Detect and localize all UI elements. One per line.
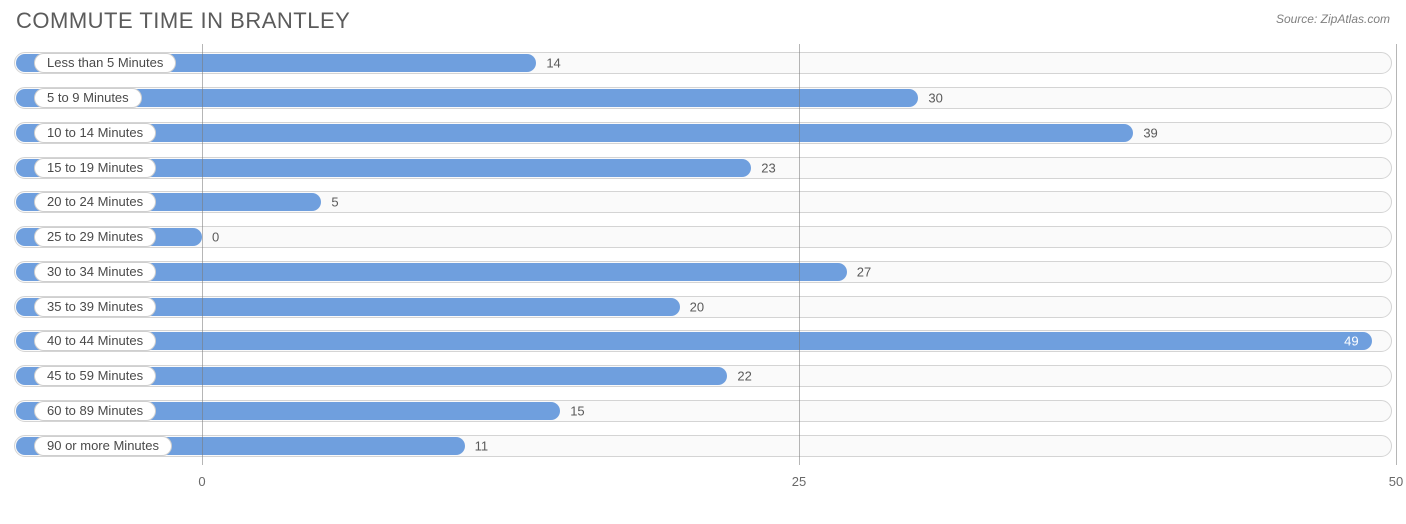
chart-title: Commute Time in Brantley [16,8,350,34]
bar-row: 90 or more Minutes 11 [10,433,1396,459]
bar-value-label: 15 [570,403,584,418]
x-axis-tick-label: 0 [198,474,205,489]
bar-fill [16,89,918,107]
x-axis-tick-label: 50 [1389,474,1403,489]
bar-row: 20 to 24 Minutes 5 [10,189,1396,215]
bar-value-label: 0 [212,230,219,245]
bar-value-label: 27 [857,264,871,279]
bar-value-label: 39 [1143,125,1157,140]
bar-fill [16,332,1372,350]
bar-row: Less than 5 Minutes 14 [10,50,1396,76]
bar-row: 40 to 44 Minutes 49 [10,328,1396,354]
grid-line [1396,44,1397,465]
bar-row: 15 to 19 Minutes 23 [10,155,1396,181]
grid-line [799,44,800,465]
category-pill: 40 to 44 Minutes [34,331,156,351]
bar-value-label: 49 [1344,334,1358,349]
category-pill: 15 to 19 Minutes [34,158,156,178]
category-pill: 30 to 34 Minutes [34,262,156,282]
category-pill: 10 to 14 Minutes [34,123,156,143]
chart-plot-area: Less than 5 Minutes 14 5 to 9 Minutes 30 10 … [10,44,1396,489]
bar-value-label: 30 [928,91,942,106]
bar-row: 45 to 59 Minutes 22 [10,363,1396,389]
bar-row: 5 to 9 Minutes 30 [10,85,1396,111]
bar-value-label: 11 [475,438,489,453]
bar-value-label: 14 [546,56,560,71]
chart-source: Source: ZipAtlas.com [1276,8,1390,26]
bar-row: 60 to 89 Minutes 15 [10,398,1396,424]
bar-value-label: 22 [737,369,751,384]
bar-value-label: 5 [331,195,338,210]
category-pill: 25 to 29 Minutes [34,227,156,247]
bar-value-label: 20 [690,299,704,314]
bar-row: 25 to 29 Minutes 0 [10,224,1396,250]
bar-row: 30 to 34 Minutes 27 [10,259,1396,285]
category-pill: 60 to 89 Minutes [34,401,156,421]
chart-bars-group: Less than 5 Minutes 14 5 to 9 Minutes 30 10 … [10,44,1396,465]
category-pill: 20 to 24 Minutes [34,192,156,212]
chart-header: Commute Time in Brantley Source: ZipAtla… [10,8,1396,44]
category-pill: 35 to 39 Minutes [34,297,156,317]
category-pill: 45 to 59 Minutes [34,366,156,386]
chart-container: Commute Time in Brantley Source: ZipAtla… [0,0,1406,524]
x-axis-tick-label: 25 [792,474,806,489]
bar-row: 10 to 14 Minutes 39 [10,120,1396,146]
category-pill: 5 to 9 Minutes [34,88,142,108]
bar-track [14,226,1392,248]
bar-fill [16,124,1133,142]
category-pill: 90 or more Minutes [34,436,172,456]
grid-line [202,44,203,465]
category-pill: Less than 5 Minutes [34,53,176,73]
bar-value-label: 23 [761,160,775,175]
bar-row: 35 to 39 Minutes 20 [10,294,1396,320]
